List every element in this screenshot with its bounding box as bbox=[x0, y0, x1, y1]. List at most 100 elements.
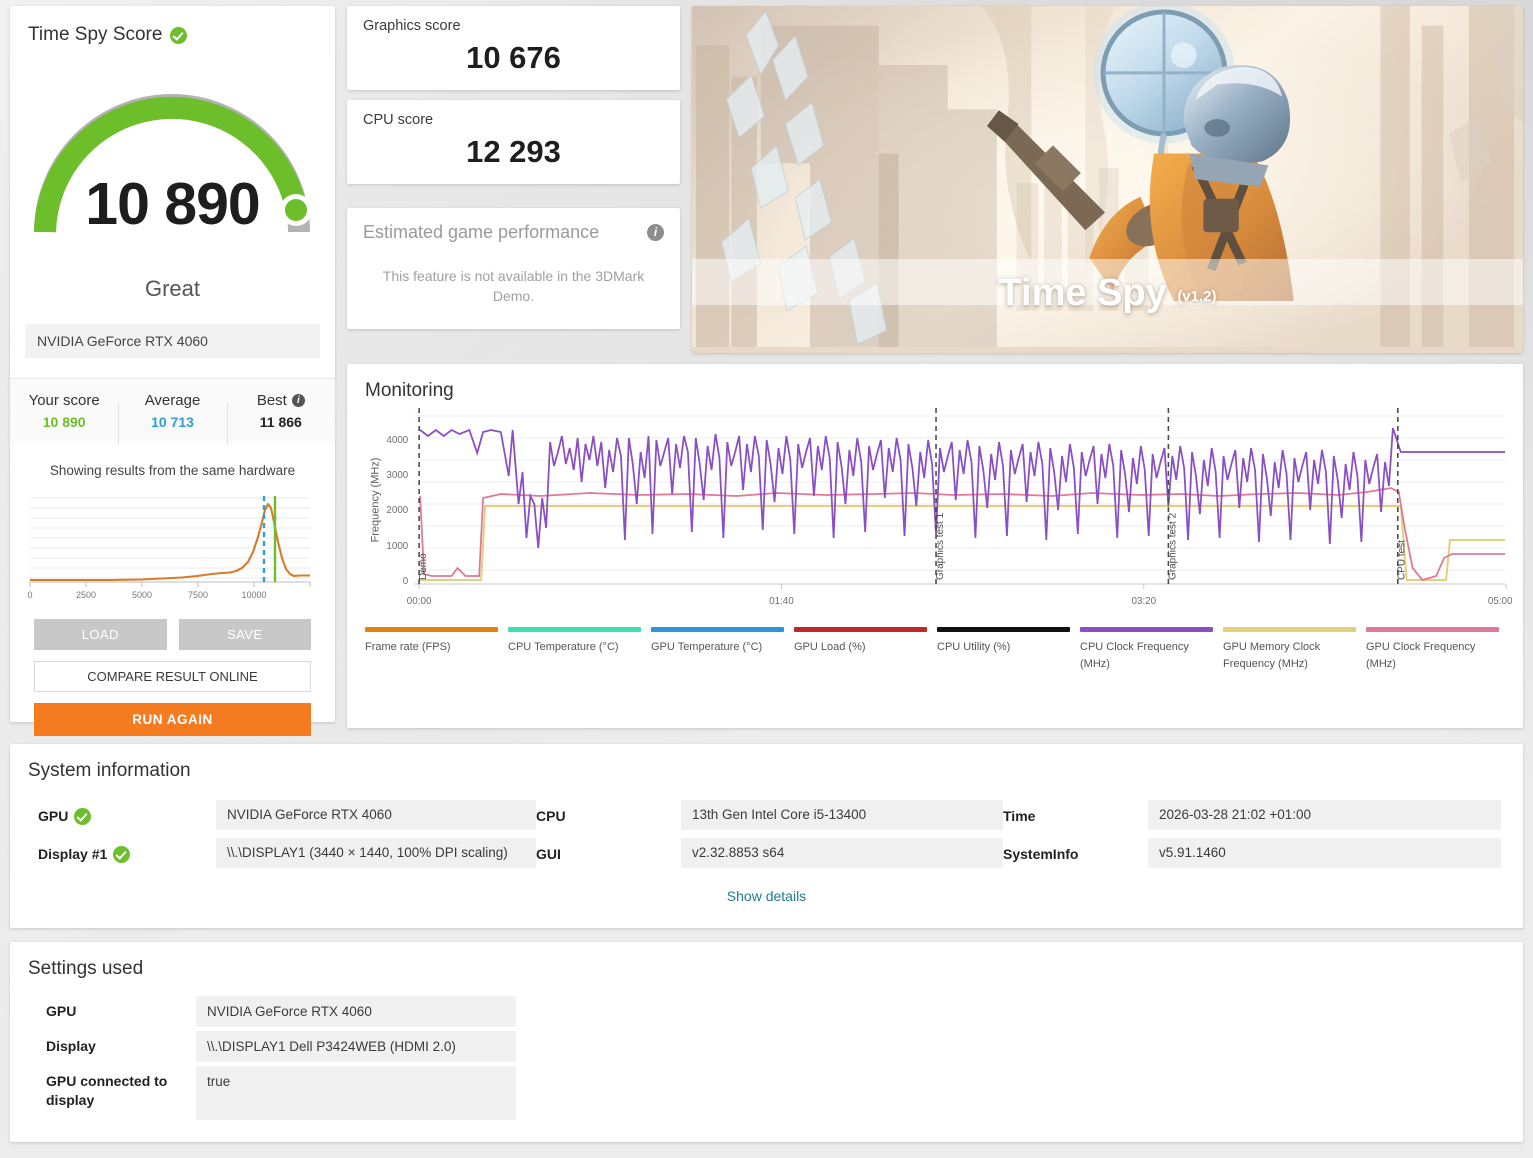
score-gauge: 10 890 bbox=[10, 50, 335, 240]
gauge-svg bbox=[34, 94, 312, 233]
monitoring-svg: 4000 3000 2000 1000 0 Frequency (MHz) bbox=[370, 408, 1513, 607]
score-card-header: Time Spy Score bbox=[10, 6, 335, 46]
sysinfo-value-cpu: 13th Gen Intel Core i5-13400 bbox=[681, 800, 1003, 830]
legend-item-cpu-temperature: CPU Temperature (°C) bbox=[508, 627, 651, 673]
your-score-label: Your score bbox=[28, 392, 100, 409]
mon-ytick-0: 0 bbox=[403, 576, 409, 587]
legend-swatch bbox=[1080, 627, 1213, 632]
legend-swatch bbox=[651, 627, 784, 632]
score-comparison-row: Your score 10 890 Average 10 713 Best i … bbox=[10, 379, 335, 445]
legend-label: CPU Temperature (°C) bbox=[508, 641, 619, 653]
label-text: Time bbox=[1003, 808, 1036, 824]
sysinfo-label-gui: GUI bbox=[536, 838, 681, 868]
comparison-best: Best i 11 866 bbox=[226, 392, 335, 445]
hist-xtick-2: 5000 bbox=[132, 590, 152, 600]
divider bbox=[10, 378, 335, 379]
legend-item-cpu-clock-frequency: CPU Clock Frequency (MHz) bbox=[1080, 627, 1223, 673]
label-text: SystemInfo bbox=[1003, 846, 1079, 862]
legend-label: Frame rate (FPS) bbox=[365, 641, 451, 653]
settings-value-display: \\.\DISPLAY1 Dell P3424WEB (HDMI 2.0) bbox=[196, 1031, 516, 1062]
legend-label: GPU Load (%) bbox=[794, 641, 866, 653]
label-text: GUI bbox=[536, 846, 561, 862]
grid-row-gap bbox=[38, 830, 1501, 838]
hero-title-text: Time Spy bbox=[998, 272, 1167, 314]
check-badge-icon bbox=[74, 807, 92, 825]
monitoring-legend: Frame rate (FPS) CPU Temperature (°C) GP… bbox=[347, 627, 1523, 673]
system-information-title: System information bbox=[28, 760, 191, 781]
legend-item-frame-rate: Frame rate (FPS) bbox=[365, 627, 508, 673]
hist-xtick-3: 7500 bbox=[188, 590, 208, 600]
legend-swatch bbox=[794, 627, 927, 632]
time-spy-score-card: Time Spy Score 10 890 Great NVIDIA GeFor… bbox=[10, 6, 335, 736]
marker-label-graphics-test-1: Graphics test 1 bbox=[935, 512, 946, 580]
sysinfo-label-time: Time bbox=[1003, 800, 1148, 830]
run-again-button[interactable]: RUN AGAIN bbox=[34, 703, 311, 736]
sysinfo-value-display: \\.\DISPLAY1 (3440 × 1440, 100% DPI scal… bbox=[216, 838, 536, 868]
score-gpu-name: NVIDIA GeForce RTX 4060 bbox=[25, 324, 320, 358]
comparison-your-score: Your score 10 890 bbox=[10, 392, 118, 430]
histogram-svg: 0 2500 5000 7500 10000 bbox=[27, 496, 311, 600]
info-icon[interactable]: i bbox=[291, 394, 305, 407]
hero-title-overlay bbox=[692, 259, 1523, 305]
cpu-score-value: 12 293 bbox=[466, 134, 561, 169]
mon-ytick-1000: 1000 bbox=[386, 541, 408, 552]
your-score-value: 10 890 bbox=[42, 414, 86, 430]
histogram-caption: Showing results from the same hardware bbox=[49, 463, 296, 478]
legend-swatch bbox=[1223, 627, 1356, 632]
best-value: 11 866 bbox=[259, 414, 302, 430]
legend-item-cpu-utility: CPU Utility (%) bbox=[937, 627, 1080, 673]
time-spy-hero-banner: Time Spy (v1.2) bbox=[692, 6, 1523, 353]
sysinfo-label-display: Display #1 bbox=[38, 838, 216, 868]
score-value: 10 890 bbox=[85, 171, 260, 237]
save-button[interactable]: SAVE bbox=[178, 619, 311, 650]
legend-item-gpu-load: GPU Load (%) bbox=[794, 627, 937, 673]
average-label: Average bbox=[144, 392, 201, 409]
monitoring-chart: 4000 3000 2000 1000 0 Frequency (MHz) bbox=[363, 408, 1513, 613]
score-histogram-chart: 0 2500 5000 7500 10000 bbox=[22, 490, 317, 605]
show-details-row: Show details bbox=[10, 888, 1523, 904]
average-value: 10 713 bbox=[151, 414, 194, 430]
settings-value-gpu: NVIDIA GeForce RTX 4060 bbox=[196, 996, 516, 1027]
legend-item-gpu-temperature: GPU Temperature (°C) bbox=[651, 627, 794, 673]
marker-label-demo: Demo bbox=[418, 553, 429, 580]
sysinfo-value-time: 2026-03-28 21:02 +01:00 bbox=[1148, 800, 1501, 830]
hist-xtick-4: 10000 bbox=[241, 590, 266, 600]
score-rating: Great bbox=[144, 276, 201, 301]
load-button[interactable]: LOAD bbox=[34, 619, 167, 650]
legend-swatch bbox=[1366, 627, 1499, 632]
mon-xtick-2: 03:20 bbox=[1131, 596, 1156, 607]
comparison-average: Average 10 713 bbox=[118, 392, 226, 445]
graphics-score-label: Graphics score bbox=[363, 18, 461, 34]
cpu-score-label: CPU score bbox=[363, 112, 434, 128]
settings-value-gpu-connected: true bbox=[196, 1066, 516, 1120]
action-buttons: LOAD SAVE COMPARE RESULT ONLINE RUN AGAI… bbox=[10, 605, 335, 736]
marker-label-graphics-test-2: Graphics test 2 bbox=[1167, 512, 1178, 580]
mon-xtick-0: 00:00 bbox=[407, 596, 432, 607]
score-title-text: Time Spy Score bbox=[28, 24, 163, 45]
sysinfo-label-systeminfo: SystemInfo bbox=[1003, 838, 1148, 868]
graphics-score-value: 10 676 bbox=[466, 40, 561, 75]
legend-label: CPU Clock Frequency (MHz) bbox=[1080, 641, 1189, 671]
info-icon[interactable]: i bbox=[647, 224, 664, 241]
legend-label: GPU Memory Clock Frequency (MHz) bbox=[1223, 641, 1321, 671]
monitoring-card: Monitoring 4000 3000 2000 1000 bbox=[347, 364, 1523, 728]
hero-version: (v1.2) bbox=[1177, 288, 1217, 305]
check-badge-icon bbox=[170, 26, 188, 44]
egp-title: Estimated game performance bbox=[363, 222, 600, 242]
label-text: GPU bbox=[38, 808, 69, 824]
mon-ytick-3000: 3000 bbox=[386, 470, 408, 481]
show-details-link[interactable]: Show details bbox=[726, 888, 807, 904]
settings-label-display: Display bbox=[46, 1038, 96, 1054]
best-label: Best bbox=[256, 392, 287, 409]
settings-label-gpu-connected: GPU connected to display bbox=[46, 1073, 168, 1108]
compare-result-online-button[interactable]: COMPARE RESULT ONLINE bbox=[34, 661, 311, 692]
check-badge-icon bbox=[113, 845, 131, 863]
egp-message: This feature is not available in the 3DM… bbox=[382, 268, 645, 305]
legend-label: GPU Temperature (°C) bbox=[651, 641, 763, 653]
sysinfo-value-systeminfo: v5.91.1460 bbox=[1148, 838, 1501, 868]
system-information-grid: GPU NVIDIA GeForce RTX 4060 CPU 13th Gen… bbox=[10, 782, 1523, 868]
settings-used-grid: GPU NVIDIA GeForce RTX 4060 Display \\.\… bbox=[10, 980, 1523, 1120]
legend-swatch bbox=[365, 627, 498, 632]
legend-label: CPU Utility (%) bbox=[937, 641, 1011, 653]
